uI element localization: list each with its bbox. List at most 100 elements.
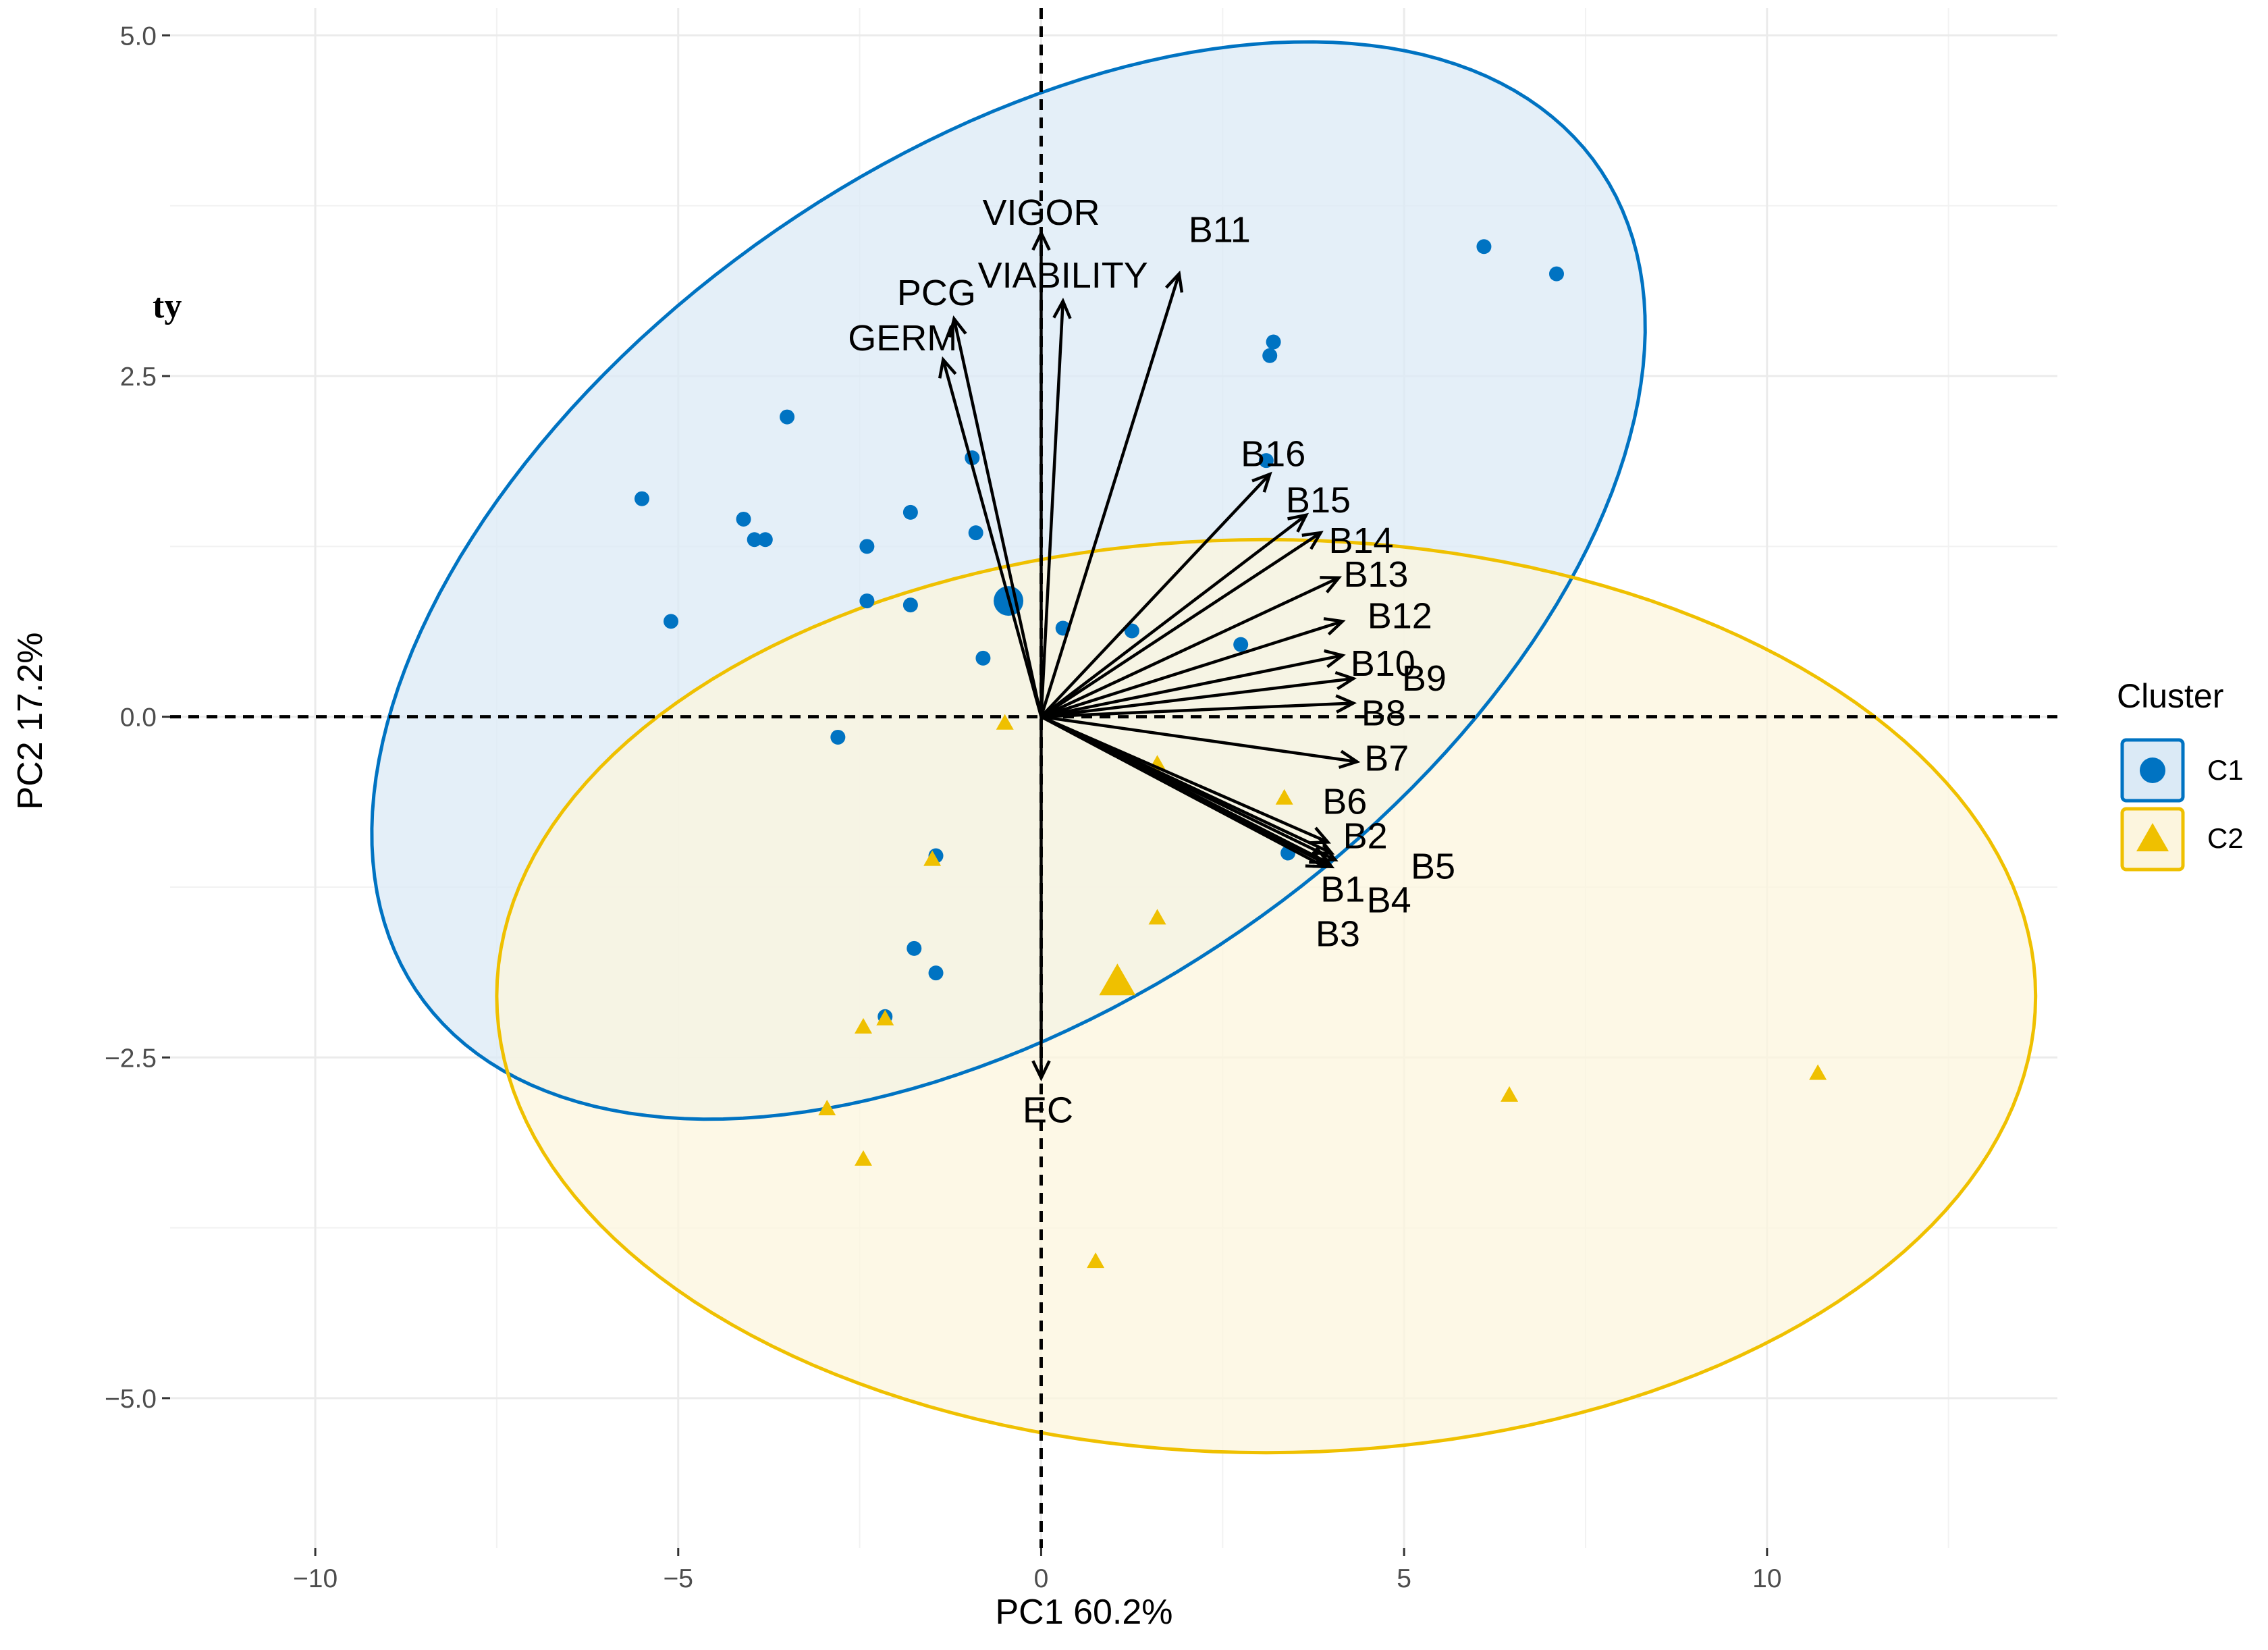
loading-label-b11: B11 <box>1189 210 1251 250</box>
arrowhead-b3 <box>1305 850 1328 869</box>
arrowhead-ec <box>1031 1060 1051 1082</box>
loading-label-viability: VIABILITY <box>978 255 1148 296</box>
loading-label-b14: B14 <box>1328 521 1393 561</box>
loading-arrow-germ <box>942 359 1043 718</box>
point-c2 <box>818 1100 836 1116</box>
point-c1 <box>830 729 846 745</box>
loading-label-b6: B6 <box>1322 781 1367 822</box>
point-c1 <box>664 614 679 629</box>
legend-title: Cluster <box>2117 677 2223 715</box>
point-c1 <box>902 597 918 613</box>
arrowhead-b13 <box>1320 576 1343 593</box>
point-c2 <box>1087 1252 1105 1269</box>
point-c2 <box>923 850 942 866</box>
arrowhead-b6 <box>1309 826 1331 845</box>
loading-arrow-viability <box>1040 300 1064 717</box>
loading-arrow-b9 <box>1041 676 1354 718</box>
x-tick-label: 5 <box>1397 1564 1411 1593</box>
loading-label-b1: B1 <box>1320 870 1365 910</box>
loading-label-b8: B8 <box>1361 693 1406 733</box>
loading-label-b4: B4 <box>1367 880 1411 921</box>
point-c2 <box>1809 1064 1827 1080</box>
arrowhead-viability <box>1052 297 1072 319</box>
x-tick-label: 0 <box>1034 1564 1049 1593</box>
arrowhead-b15 <box>1287 512 1310 533</box>
y-axis-title: PC2 17.2% <box>11 632 50 809</box>
arrowhead-b10 <box>1324 649 1346 668</box>
loading-label-b16: B16 <box>1241 433 1305 474</box>
point-c2 <box>1148 909 1166 925</box>
loading-arrow-b11 <box>1040 273 1181 718</box>
loading-label-germ: GERM <box>848 318 957 358</box>
point-c1 <box>1266 334 1281 350</box>
cluster-ellipses <box>370 40 2038 1455</box>
legend: Cluster C1 C2 <box>2117 677 2244 872</box>
loading-label-ec: EC <box>1023 1090 1073 1131</box>
loading-label-b2: B2 <box>1343 816 1388 857</box>
point-c2 <box>1275 789 1293 805</box>
loading-arrow-b13 <box>1040 576 1340 718</box>
loading-label-b9: B9 <box>1402 658 1447 699</box>
point-c1 <box>907 940 922 956</box>
point-c1 <box>757 532 773 548</box>
loading-arrow-b3 <box>1040 715 1325 868</box>
point-c1 <box>968 525 983 541</box>
legend-marker-c2 <box>2136 823 2169 851</box>
centroid-c2 <box>1099 963 1136 996</box>
point-c1 <box>1548 266 1564 282</box>
loading-label-b3: B3 <box>1316 914 1360 955</box>
point-c1 <box>859 593 875 609</box>
point-c2 <box>876 1009 894 1026</box>
arrowhead-b7 <box>1338 749 1361 769</box>
legend-label-c1: C1 <box>2207 754 2244 786</box>
arrowhead-b12 <box>1323 617 1346 636</box>
point-c2 <box>854 1150 872 1166</box>
point-c1 <box>975 650 991 666</box>
observation-points <box>634 239 1827 1269</box>
loading-label-b12: B12 <box>1368 595 1432 636</box>
point-c1 <box>1124 623 1139 639</box>
loading-label-vigor: VIGOR <box>982 192 1100 233</box>
point-c1 <box>1233 637 1249 652</box>
point-c1 <box>859 539 875 554</box>
point-c2 <box>854 1017 872 1034</box>
ellipse-outline-c2 <box>495 537 2038 1455</box>
arrowhead-germ <box>938 356 957 379</box>
point-c1 <box>1476 239 1492 255</box>
legend-label-c2: C2 <box>2207 822 2244 854</box>
arrowhead-pcg <box>948 315 967 338</box>
y-tick-label: 5.0 <box>120 22 157 51</box>
point-c1 <box>747 532 762 548</box>
point-c1 <box>1258 453 1274 469</box>
point-c1 <box>902 504 918 520</box>
point-c1 <box>736 511 751 527</box>
loading-arrow-b10 <box>1041 654 1343 718</box>
loading-label-b15: B15 <box>1286 480 1351 521</box>
arrowhead-b9 <box>1334 670 1357 691</box>
arrowhead-b11 <box>1165 270 1184 293</box>
arrowhead-vigor <box>1031 229 1051 251</box>
x-tick-label: −10 <box>293 1564 338 1593</box>
y-tick-label: 2.5 <box>120 363 157 392</box>
loading-arrow-b12 <box>1040 620 1343 718</box>
point-c1 <box>780 409 795 425</box>
loading-arrow-b15 <box>1040 514 1307 718</box>
ellipse-fill-c2 <box>496 539 2036 1453</box>
x-tick-label: −5 <box>664 1564 693 1593</box>
loading-label-b13: B13 <box>1343 554 1408 595</box>
x-axis-title: PC1 60.2% <box>995 1593 1172 1632</box>
arrowhead-b16 <box>1251 471 1272 493</box>
arrowhead-b8 <box>1335 694 1357 714</box>
loading-arrow-b7 <box>1041 715 1357 764</box>
loading-arrow-b8 <box>1041 701 1353 718</box>
loading-arrow-b16 <box>1040 473 1271 718</box>
y-tick-label: −2.5 <box>105 1044 157 1073</box>
y-tick-label: −5.0 <box>105 1385 157 1414</box>
point-c1 <box>928 965 944 981</box>
loading-label-b10: B10 <box>1351 643 1415 684</box>
loading-label-b5: B5 <box>1411 847 1455 887</box>
point-c1 <box>634 491 649 506</box>
legend-marker-c1 <box>2140 757 2165 783</box>
